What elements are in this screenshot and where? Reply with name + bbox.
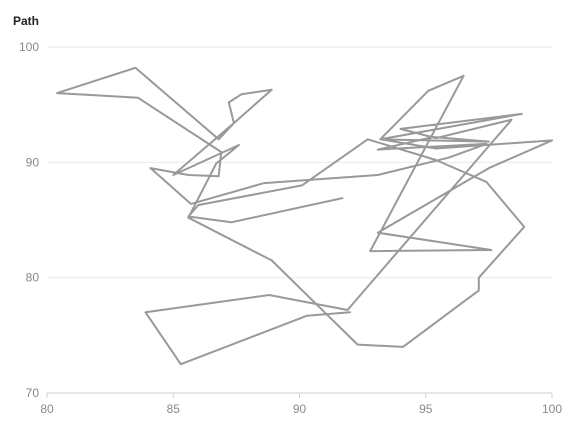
- x-tick-label-90: 90: [293, 402, 307, 416]
- y-axis-ticks: 70 80 90 100: [19, 40, 39, 400]
- chart-title: Path: [13, 14, 39, 28]
- series-group: [56, 66, 553, 366]
- x-tick-label-85: 85: [167, 402, 181, 416]
- gridlines: [47, 46, 552, 279]
- y-tick-label-100: 100: [19, 40, 39, 54]
- y-tick-label-70: 70: [26, 386, 40, 400]
- x-tick-label-80: 80: [40, 402, 54, 416]
- x-tick-label-100: 100: [542, 402, 562, 416]
- x-tick-label-95: 95: [419, 402, 433, 416]
- y-tick-label-90: 90: [26, 155, 40, 169]
- y-tick-label-80: 80: [26, 271, 40, 285]
- x-axis-ticks: 80 85 90 95 100: [40, 393, 562, 416]
- series-line-0: [56, 66, 553, 366]
